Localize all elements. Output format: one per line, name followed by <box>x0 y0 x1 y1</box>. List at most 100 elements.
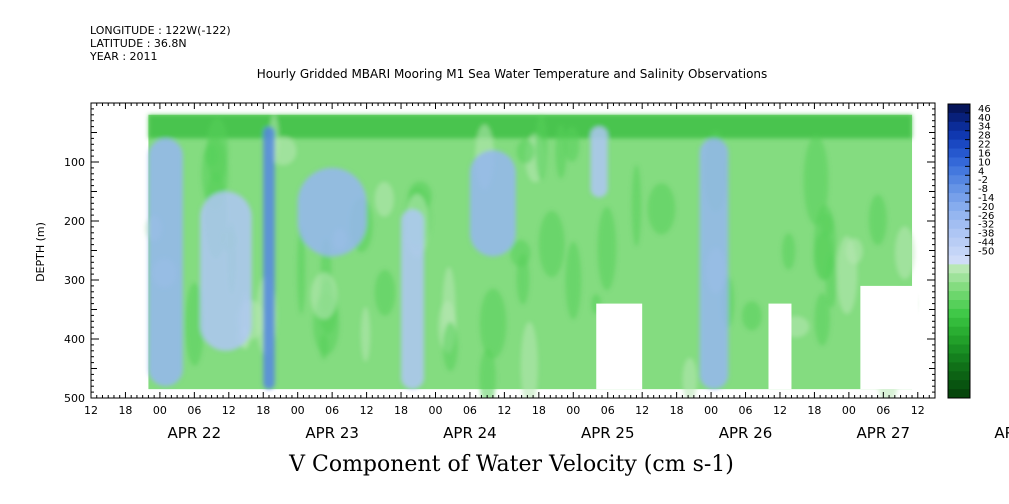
velocity-patch <box>360 306 371 362</box>
positive-velocity-band <box>200 191 252 351</box>
colorbar-swatch <box>948 228 970 239</box>
x-date-label: APR 27 <box>857 424 911 442</box>
velocity-patch <box>535 114 548 181</box>
velocity-patch <box>647 183 676 235</box>
colorbar-swatch <box>948 246 970 256</box>
colorbar-label: -44 <box>978 238 994 249</box>
colorbar-label: 16 <box>978 148 991 159</box>
x-tick-label: 18 <box>118 404 132 417</box>
y-tick-label: 300 <box>64 274 85 287</box>
velocity-patch <box>565 241 582 320</box>
colorbar-swatch <box>948 335 970 346</box>
x-tick-label: 06 <box>601 404 615 417</box>
x-tick-label: 12 <box>222 404 236 417</box>
velocity-patch <box>894 226 915 280</box>
colorbar-label: -2 <box>978 175 988 186</box>
positive-velocity-band <box>590 126 608 198</box>
variable-caption: V Component of Water Velocity (cm s-1) <box>289 452 734 477</box>
colorbar-label: 4 <box>978 166 984 177</box>
positive-velocity-band <box>401 209 425 390</box>
velocity-patch <box>297 227 306 315</box>
colorbar-swatch <box>948 300 970 310</box>
colorbar-label: -26 <box>978 211 994 222</box>
colorbar-swatch <box>948 157 970 167</box>
plot-title: Hourly Gridded MBARI Mooring M1 Sea Wate… <box>256 67 768 81</box>
x-tick-label: 18 <box>256 404 270 417</box>
x-date-label: APR 22 <box>168 424 222 442</box>
missing-data-region <box>596 303 643 390</box>
colorbar-swatch <box>948 389 970 399</box>
colorbar-label: -14 <box>978 193 994 204</box>
colorbar-swatch <box>948 291 970 301</box>
colorbar-swatch <box>948 362 970 372</box>
velocity-patch <box>564 126 580 162</box>
colorbar-swatch <box>948 112 970 123</box>
positive-velocity-band <box>469 150 516 257</box>
colorbar-swatch <box>948 371 970 381</box>
colorbar-label: -32 <box>978 220 994 231</box>
upper-layer <box>148 114 913 139</box>
colorbar-swatch <box>948 121 970 132</box>
x-tick-label: 12 <box>635 404 649 417</box>
velocity-patch <box>868 194 887 246</box>
positive-velocity-band <box>699 138 729 390</box>
velocity-patch <box>814 293 830 346</box>
field-structure <box>145 114 916 398</box>
velocity-patch <box>820 212 834 237</box>
x-date-label: APR 28 <box>994 424 1009 442</box>
positive-velocity-band <box>263 126 275 390</box>
x-tick-label: 00 <box>153 404 167 417</box>
colorbar-border <box>947 103 971 399</box>
velocity-patch <box>846 238 863 265</box>
colorbar-swatch <box>948 139 970 150</box>
y-tick-label: 100 <box>64 156 85 169</box>
colorbar-swatch <box>948 237 970 248</box>
velocity-patch <box>741 301 762 331</box>
colorbar-swatch <box>948 130 970 141</box>
velocity-patch <box>516 139 535 164</box>
velocity-patch <box>479 288 507 359</box>
x-tick-label: 12 <box>773 404 787 417</box>
x-tick-label: 18 <box>532 404 546 417</box>
colorbar-label: 28 <box>978 131 991 142</box>
x-tick-label: 00 <box>842 404 856 417</box>
colorbar-swatch <box>948 353 970 363</box>
velocity-patch <box>185 282 205 366</box>
velocity-patch <box>803 135 829 226</box>
colorbar-swatch <box>948 210 970 221</box>
year-label: YEAR : 2011 <box>90 50 158 63</box>
x-date-label: APR 23 <box>305 424 359 442</box>
y-axis-label: DEPTH (m) <box>34 222 47 282</box>
x-tick-label: 12 <box>84 404 98 417</box>
colorbar-swatch <box>948 308 970 319</box>
x-tick-label: 00 <box>566 404 580 417</box>
x-tick-label: 06 <box>325 404 339 417</box>
longitude-label: LONGITUDE : 122W(-122) <box>90 24 231 37</box>
x-tick-label: 12 <box>911 404 925 417</box>
velocity-patch <box>782 233 796 270</box>
x-axis: 12 18 00 06 12 18 00 06 12 18 00 06 12 18 00 06 12 18 00 06… <box>84 103 1009 442</box>
colorbar-swatch <box>948 264 970 274</box>
colorbar-swatch <box>948 326 970 337</box>
colorbar-swatch <box>948 175 970 185</box>
colorbar-swatch <box>948 317 970 328</box>
latitude-label: LATITUDE : 36.8N <box>90 37 187 50</box>
x-date-label: APR 24 <box>443 424 497 442</box>
x-tick-label: 06 <box>463 404 477 417</box>
colorbar-swatch <box>948 255 970 265</box>
colorbar-swatch <box>948 193 970 203</box>
x-date-label: APR 26 <box>719 424 773 442</box>
velocity-patch <box>825 253 837 308</box>
velocity-patch <box>555 124 567 179</box>
colorbar-swatch <box>948 380 970 390</box>
x-tick-label: 06 <box>187 404 201 417</box>
colorbar-label: -20 <box>978 202 994 213</box>
positive-velocity-band <box>297 167 367 257</box>
colorbar-label: 40 <box>978 113 991 124</box>
x-tick-label: 18 <box>394 404 408 417</box>
velocity-patch <box>374 181 394 217</box>
colorbar-swatch <box>948 166 970 176</box>
colorbar-label: 34 <box>978 122 991 133</box>
velocity-patch <box>682 357 698 398</box>
